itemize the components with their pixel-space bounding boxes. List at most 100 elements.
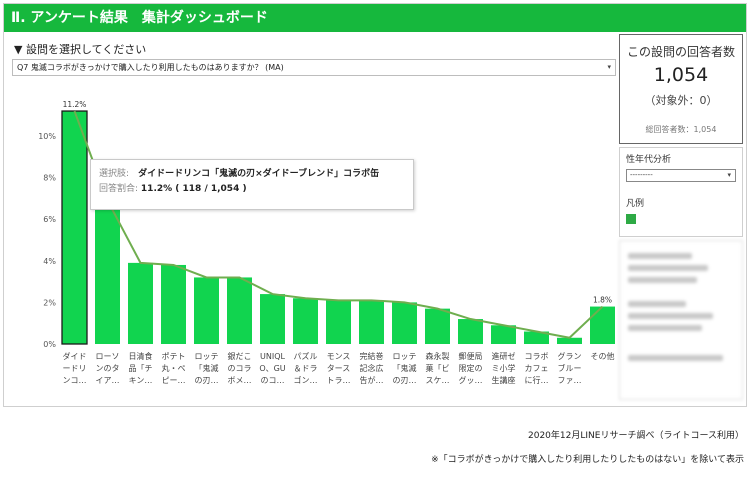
x-tick-label: ミ小学 bbox=[492, 363, 516, 373]
respondent-count-title: この設問の回答者数 bbox=[626, 45, 735, 59]
x-tick-label: ボメ… bbox=[228, 376, 252, 385]
blurred-line bbox=[628, 313, 713, 319]
x-tick-label: 生講座 bbox=[492, 375, 516, 385]
source-footnote: 2020年12月LINEリサーチ調べ（ライトコース利用） bbox=[528, 431, 744, 441]
legend-label: 凡例 bbox=[626, 199, 645, 209]
x-tick-label: 限定の bbox=[459, 363, 483, 373]
x-tick-label: の刃… bbox=[393, 376, 417, 385]
demographic-select[interactable]: --------- ▾ bbox=[626, 169, 736, 182]
x-tick-label: ＆ドラ bbox=[294, 364, 318, 373]
x-tick-label: ゴン… bbox=[294, 375, 318, 385]
x-tick-label: モンス bbox=[327, 352, 351, 361]
tooltip-ratio-key: 回答割合: bbox=[99, 184, 139, 194]
x-tick-label: スケ… bbox=[426, 376, 450, 385]
x-tick-label: 「鬼滅 bbox=[195, 363, 219, 373]
x-tick-label: ダイド bbox=[63, 351, 87, 361]
respondent-count-card: この設問の回答者数 1,054 （対象外：0） 総回答者数：1,054 bbox=[619, 34, 743, 144]
x-tick-label: に行… bbox=[525, 375, 549, 385]
tooltip-option-value: ダイドードリンコ「鬼滅の刃×ダイドーブレンド」コラボ缶 bbox=[138, 169, 380, 179]
x-tick-label: パズル bbox=[294, 351, 318, 361]
y-tick-label: 6% bbox=[43, 215, 56, 224]
x-tick-label: 銀だこ bbox=[228, 351, 252, 361]
y-tick-label: 4% bbox=[43, 257, 56, 266]
x-tick-label: ポテト bbox=[162, 352, 186, 361]
question-select[interactable]: Q7 鬼滅コラボがきっかけで購入したり利用したものはありますか？ (MA) ▾ bbox=[12, 59, 616, 76]
demographic-label: 性年代分析 bbox=[626, 155, 672, 165]
chevron-down-icon[interactable]: ▾ bbox=[607, 63, 611, 71]
x-tick-label: 進研ゼ bbox=[492, 351, 516, 361]
x-tick-label: のコ… bbox=[261, 376, 285, 385]
y-tick-label: 0% bbox=[43, 340, 56, 349]
x-tick-label: ンのタ bbox=[96, 364, 120, 373]
bar bbox=[95, 200, 120, 344]
x-tick-label: ロッテ bbox=[393, 352, 417, 361]
page-title: Ⅱ. アンケート結果 集計ダッシュボード bbox=[4, 4, 746, 32]
bar bbox=[392, 302, 417, 344]
x-tick-label: 郵便局 bbox=[459, 351, 483, 361]
x-tick-label: の刃… bbox=[195, 376, 219, 385]
x-tick-label: O、GU bbox=[259, 364, 285, 373]
x-tick-label: 日清食 bbox=[129, 351, 153, 361]
blurred-filter-panel bbox=[619, 240, 743, 400]
x-tick-label: ンコ… bbox=[63, 376, 87, 385]
x-tick-label: ファ… bbox=[558, 376, 582, 385]
bar bbox=[491, 325, 516, 344]
x-tick-label: 品「チ bbox=[129, 364, 153, 373]
x-tick-label: 丸・ペ bbox=[162, 363, 186, 373]
bar bbox=[359, 300, 384, 344]
legend-swatch bbox=[626, 214, 636, 224]
x-tick-label: 菓「ビ bbox=[426, 363, 450, 373]
bar bbox=[590, 306, 615, 344]
blurred-line bbox=[628, 325, 703, 331]
x-tick-label: 告が… bbox=[360, 375, 384, 385]
x-tick-label: グラン bbox=[558, 351, 582, 361]
y-tick-label: 10% bbox=[38, 132, 56, 141]
x-tick-label: 「鬼滅 bbox=[393, 363, 417, 373]
blurred-line bbox=[628, 301, 687, 307]
bar bbox=[61, 110, 88, 345]
bar bbox=[557, 337, 582, 344]
bar bbox=[425, 308, 450, 344]
question-select-label: ▼ 設問を選択してください bbox=[14, 43, 147, 56]
bar-chart: 0% 2% 4% 6% 8% 10% 11.2% 1.8% ダイドードリンコ… ローソンのタイア…… bbox=[38, 100, 615, 385]
chart-tooltip: 選択肢: ダイドードリンコ「鬼滅の刃×ダイドーブレンド」コラボ缶 回答割合: 1… bbox=[90, 159, 414, 210]
bar bbox=[194, 277, 219, 344]
x-tick-label: ードリ bbox=[63, 364, 87, 373]
x-tick-label: のコラ bbox=[228, 364, 252, 373]
x-tick-label: ローソ bbox=[96, 352, 120, 361]
blurred-line bbox=[628, 277, 697, 283]
respondent-count: 1,054 bbox=[653, 64, 709, 86]
question-select-value: Q7 鬼滅コラボがきっかけで購入したり利用したものはありますか？ (MA) bbox=[17, 63, 284, 72]
y-tick-label: 8% bbox=[43, 174, 56, 183]
demographic-select-value: --------- bbox=[630, 171, 653, 179]
tooltip-option-key: 選択肢: bbox=[99, 169, 130, 179]
x-tick-label: キン… bbox=[129, 376, 153, 385]
y-tick-label: 2% bbox=[43, 298, 56, 307]
tooltip-ratio-value: 11.2% ( 118 / 1,054 ) bbox=[140, 184, 247, 194]
bar bbox=[128, 262, 153, 344]
excluded-count: （対象外：0） bbox=[644, 94, 718, 107]
total-respondents: 総回答者数：1,054 bbox=[645, 125, 717, 134]
demographic-filter-panel: 性年代分析 --------- ▾ 凡例 bbox=[619, 147, 743, 237]
bar bbox=[326, 300, 351, 344]
chevron-down-icon[interactable]: ▾ bbox=[727, 171, 731, 179]
data-label: 11.2% bbox=[63, 100, 87, 109]
bar bbox=[293, 298, 318, 344]
x-tick-label: コラボ bbox=[525, 352, 549, 361]
x-tick-label: 完結巻 bbox=[360, 351, 384, 361]
x-tick-label: その他 bbox=[591, 351, 615, 361]
blurred-line bbox=[628, 265, 708, 271]
trend-line bbox=[73, 110, 604, 339]
x-tick-label: UNIQL bbox=[260, 352, 285, 361]
x-tick-label: ピー… bbox=[162, 376, 186, 385]
blurred-line bbox=[628, 253, 692, 259]
x-tick-label: グッ… bbox=[459, 375, 483, 385]
x-tick-label: カフェ bbox=[525, 364, 549, 373]
exclusion-footnote: ※「コラボがきっかけで購入したり利用したりしたものはない」を除いて表示 bbox=[431, 455, 744, 465]
bar bbox=[458, 319, 483, 344]
x-tick-label: ブルー bbox=[558, 363, 582, 373]
x-tick-label: 森永製 bbox=[426, 351, 450, 361]
data-label: 1.8% bbox=[593, 296, 612, 305]
x-tick-label: 記念広 bbox=[360, 363, 384, 373]
x-tick-label: タース bbox=[327, 364, 351, 373]
